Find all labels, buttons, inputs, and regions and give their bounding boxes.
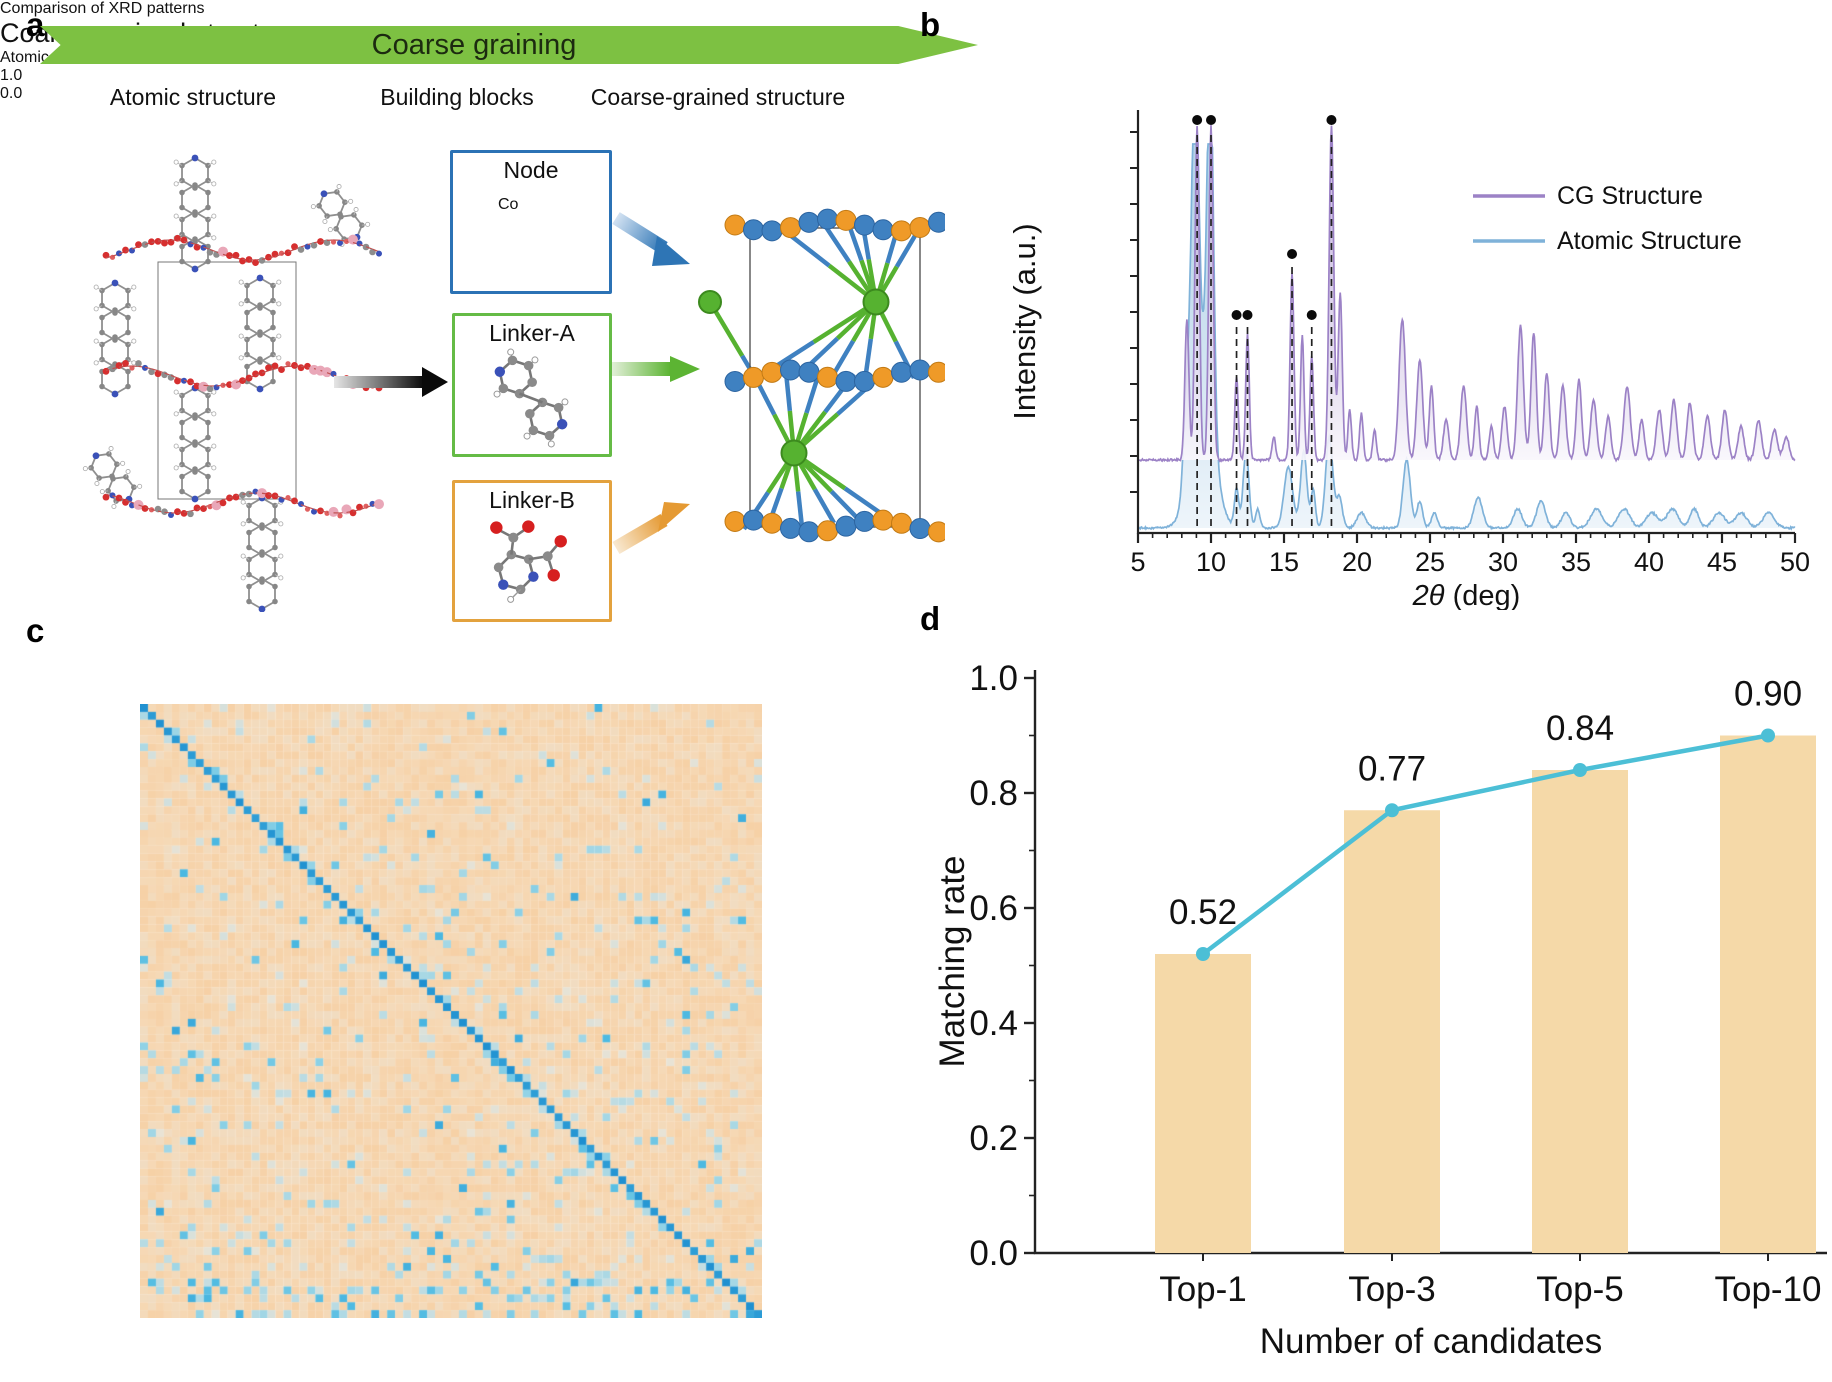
column-label-building-blocks: Building blocks xyxy=(380,84,534,110)
svg-text:Atomic Structure: Atomic Structure xyxy=(1557,227,1742,255)
cobalt-node-icon: Co xyxy=(498,196,564,262)
similarity-heatmap xyxy=(140,704,762,1318)
svg-text:20: 20 xyxy=(1342,547,1372,577)
bar-axes: 0.0 0.2 0.4 0.6 0.8 1.0 Top-1 Top-3 Top-5 Top-10 N… xyxy=(933,659,1827,1361)
svg-text:0.2: 0.2 xyxy=(969,1119,1018,1158)
linker-b-arrow-icon xyxy=(612,502,690,555)
linker-b-title: Linker-B xyxy=(489,487,575,513)
svg-text:Top-3: Top-3 xyxy=(1348,1270,1436,1309)
bars xyxy=(1155,735,1816,1253)
matched-peak-markers xyxy=(1192,115,1337,526)
svg-text:Matching rate: Matching rate xyxy=(933,855,972,1067)
column-label-atomic: Atomic structure xyxy=(109,84,277,110)
svg-text:10: 10 xyxy=(1196,547,1226,577)
svg-text:50: 50 xyxy=(1780,547,1810,577)
panel-c-label: c xyxy=(26,612,45,649)
svg-text:25: 25 xyxy=(1415,547,1445,577)
panel-a-label: a xyxy=(26,6,45,43)
svg-text:40: 40 xyxy=(1634,547,1664,577)
banner-text: Coarse graining xyxy=(371,28,577,61)
linker-a-arrow-icon xyxy=(612,356,700,382)
svg-text:45: 45 xyxy=(1707,547,1737,577)
matching-rate-chart: 0.0 0.2 0.4 0.6 0.8 1.0 Top-1 Top-3 Top-5 Top-10 N… xyxy=(933,659,1827,1361)
linker-b-block-box: Linker-B xyxy=(452,480,612,622)
svg-text:0.90: 0.90 xyxy=(1734,675,1802,714)
linker-b-atoms xyxy=(490,520,567,603)
linker-a-block-box: Linker-A xyxy=(452,313,612,457)
svg-text:1.0: 1.0 xyxy=(969,659,1018,698)
panel-b-label: b xyxy=(920,6,941,43)
coarse-graining-arrow-icon xyxy=(334,367,448,397)
svg-text:0.84: 0.84 xyxy=(1546,709,1614,748)
svg-text:30: 30 xyxy=(1488,547,1518,577)
svg-text:Intensity (a.u.): Intensity (a.u.) xyxy=(1007,223,1042,419)
cg-sphere-rows xyxy=(724,208,945,543)
node-block-box: Node Co xyxy=(450,150,612,294)
linker-a-molecule-icon xyxy=(493,348,569,448)
svg-text:0.4: 0.4 xyxy=(969,1004,1018,1043)
svg-text:0.0: 0.0 xyxy=(969,1234,1018,1273)
linker-a-atoms xyxy=(493,348,569,448)
atomic-structure-illustration xyxy=(82,154,384,612)
svg-text:CG Structure: CG Structure xyxy=(1557,182,1703,210)
svg-text:15: 15 xyxy=(1269,547,1299,577)
svg-text:Top-5: Top-5 xyxy=(1536,1270,1624,1309)
linker-b-molecule-icon xyxy=(490,520,567,603)
svg-text:0.52: 0.52 xyxy=(1169,893,1237,932)
xrd-title: Comparison of XRD patterns xyxy=(0,0,205,17)
colorbar-max-label: 1.0 xyxy=(0,67,23,84)
svg-text:0.8: 0.8 xyxy=(969,774,1018,813)
svg-text:Top-10: Top-10 xyxy=(1714,1270,1821,1309)
xrd-chart: 5 10 15 20 25 30 35 40 45 50 2θ (deg) Intensity (a.… xyxy=(1007,110,1810,610)
svg-text:2θ (deg): 2θ (deg) xyxy=(1412,580,1521,610)
coarse-graining-banner: Coarse graining xyxy=(40,26,978,64)
svg-text:5: 5 xyxy=(1130,547,1145,577)
cobalt-oxide-bands xyxy=(102,234,384,519)
diagonal-bipyridine-motifs xyxy=(82,184,371,509)
node-title: Node xyxy=(503,157,559,183)
cg-linker-nodes xyxy=(698,288,890,467)
cobalt-label: Co xyxy=(498,196,519,213)
linker-a-title: Linker-A xyxy=(489,320,575,346)
coarse-grained-structure-illustration xyxy=(698,208,945,543)
node-arrow-icon xyxy=(612,212,690,266)
svg-text:Top-1: Top-1 xyxy=(1159,1270,1247,1309)
column-label-cg: Coarse-grained structure xyxy=(590,84,846,110)
xrd-axes: 5 10 15 20 25 30 35 40 45 50 2θ (deg) Intensity (a.… xyxy=(1007,110,1810,610)
svg-text:35: 35 xyxy=(1561,547,1591,577)
panel-d-label: d xyxy=(920,600,941,637)
matching-rate-line: 0.52 0.77 0.84 0.90 xyxy=(1169,675,1802,961)
svg-text:0.77: 0.77 xyxy=(1358,749,1426,788)
xrd-legend: CG Structure Atomic Structure xyxy=(1473,182,1742,255)
svg-text:Number of candidates: Number of candidates xyxy=(1260,1322,1602,1361)
colorbar-min-label: 0.0 xyxy=(0,85,23,102)
svg-text:0.6: 0.6 xyxy=(969,889,1018,928)
